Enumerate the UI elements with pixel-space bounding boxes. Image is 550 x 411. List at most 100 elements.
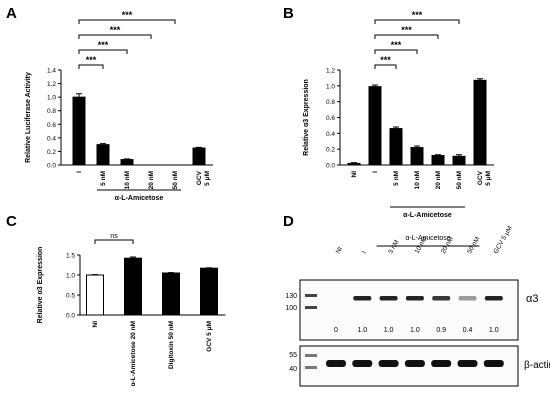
band-quantification: 1.0 bbox=[410, 327, 420, 334]
significance-label: ns bbox=[110, 233, 118, 240]
bar bbox=[120, 159, 134, 166]
significance-label: *** bbox=[86, 55, 97, 65]
bar bbox=[389, 128, 403, 166]
alpha3-band bbox=[353, 296, 372, 301]
significance-label: *** bbox=[380, 55, 391, 65]
beta-actin-band bbox=[378, 360, 399, 367]
significance-label: *** bbox=[391, 40, 402, 50]
x-tick-label: GCV bbox=[477, 170, 484, 185]
x-tick-label-line: 10 nM bbox=[414, 171, 421, 189]
y-tick-label: 0.2 bbox=[326, 147, 335, 154]
significance-bracket bbox=[78, 19, 176, 24]
group-label: α-L-Amicetose bbox=[115, 195, 164, 202]
x-tick-label-line: 50 nM bbox=[172, 171, 179, 189]
x-tick-label-line: GCV 5 μM bbox=[206, 321, 213, 352]
ladder-band bbox=[305, 366, 317, 369]
chart-b: 0.0 0.2 0.4 0.6 0.8 1.0 1.2 Relative α3 Express… bbox=[303, 10, 494, 219]
significance-bracket bbox=[374, 49, 418, 54]
ladder-marker: 40 bbox=[289, 366, 297, 373]
x-tick-label: I bbox=[372, 171, 379, 173]
panel-label-d: D bbox=[283, 213, 294, 230]
band-quantification: 0.4 bbox=[463, 327, 473, 334]
y-tick-label: 0.8 bbox=[47, 108, 56, 115]
x-tick-label: GCV 5 μM bbox=[206, 321, 213, 352]
x-tick-label: NI bbox=[351, 171, 358, 178]
bar bbox=[96, 144, 110, 166]
y-tick-label: 1.0 bbox=[326, 83, 335, 90]
x-tick-label: 5 nM bbox=[100, 171, 107, 186]
y-tick-label: 1.5 bbox=[66, 253, 75, 260]
ladder-marker: 100 bbox=[285, 305, 297, 312]
ladder-band bbox=[305, 354, 317, 357]
panel-label-c: C bbox=[6, 213, 17, 230]
lane-label: NI bbox=[335, 246, 344, 255]
y-tick-label: 1.2 bbox=[47, 81, 56, 88]
significance-bracket bbox=[374, 64, 397, 69]
band-quantification: 0 bbox=[334, 327, 338, 334]
panel-label-a: A bbox=[6, 5, 17, 22]
alpha3-band bbox=[432, 296, 451, 301]
bar bbox=[473, 79, 487, 166]
y-tick-label: 0.8 bbox=[326, 99, 335, 106]
y-tick-label: 0.4 bbox=[326, 131, 335, 138]
bar bbox=[162, 272, 180, 316]
lane-label: 50 nM bbox=[466, 236, 481, 255]
x-tick-label: α-L-Amicetose 20 nM bbox=[130, 321, 137, 386]
x-tick-label-line: I bbox=[76, 171, 83, 173]
x-tick-label: Digitoxin 50 nM bbox=[168, 321, 175, 369]
x-tick-label: 5 μM bbox=[204, 171, 211, 186]
group-label: α-L-Amicetose bbox=[403, 212, 452, 219]
x-tick-label-line: 10 nM bbox=[124, 171, 131, 189]
bar bbox=[431, 155, 445, 166]
y-tick-label: 0.2 bbox=[47, 149, 56, 156]
blot-target-label: α3 bbox=[526, 293, 538, 305]
bar bbox=[347, 162, 361, 166]
beta-actin-band bbox=[352, 360, 373, 367]
band-quantification: 1.0 bbox=[489, 327, 499, 334]
beta-actin-band bbox=[483, 360, 504, 367]
significance-label: *** bbox=[110, 25, 121, 35]
y-tick-label: 0.4 bbox=[47, 135, 56, 142]
alpha3-band bbox=[484, 296, 503, 301]
lane-label: GCV 5 μM bbox=[492, 225, 513, 255]
y-tick-label: 0.6 bbox=[47, 122, 56, 129]
bar bbox=[200, 267, 218, 316]
significance-bracket bbox=[374, 19, 460, 24]
x-tick-label-line: 5 nM bbox=[100, 171, 107, 186]
y-tick-label: 1.0 bbox=[66, 273, 75, 280]
lane-label: I bbox=[361, 250, 368, 255]
y-tick-label: 0.0 bbox=[66, 313, 75, 320]
significance-bracket bbox=[78, 34, 152, 39]
beta-actin-band bbox=[431, 360, 452, 367]
y-tick-label: 0.0 bbox=[326, 163, 335, 170]
panel-label-b: B bbox=[283, 5, 294, 22]
x-tick-label-line: 20 nM bbox=[435, 171, 442, 189]
y-tick-label: 0.5 bbox=[66, 293, 75, 300]
beta-actin-band bbox=[326, 360, 346, 367]
significance-label: *** bbox=[122, 10, 133, 20]
significance-bracket bbox=[78, 64, 104, 69]
x-tick-label: 10 nM bbox=[414, 171, 421, 189]
y-tick-label: 1.0 bbox=[47, 95, 56, 102]
bar bbox=[72, 96, 86, 166]
y-axis-label: Relative α3 Expression bbox=[303, 79, 310, 156]
x-tick-label: 50 nM bbox=[456, 171, 463, 189]
x-tick-label: GCV bbox=[196, 170, 203, 185]
blot-target-label: β-actin bbox=[524, 360, 550, 371]
x-tick-label: NI bbox=[92, 321, 99, 328]
beta-actin-band bbox=[404, 360, 425, 367]
significance-bracket bbox=[78, 49, 128, 54]
x-tick-label-line: 50 nM bbox=[456, 171, 463, 189]
alpha3-band bbox=[405, 296, 424, 301]
y-tick-label: 0.0 bbox=[47, 163, 56, 170]
alpha3-band bbox=[458, 296, 477, 301]
y-tick-label: 1.2 bbox=[326, 68, 335, 75]
significance-bracket bbox=[374, 34, 439, 39]
significance-label: *** bbox=[401, 25, 412, 35]
x-tick-label-line: 5 nM bbox=[393, 171, 400, 186]
x-tick-label-line: I bbox=[372, 171, 379, 173]
band-quantification: 1.0 bbox=[384, 327, 394, 334]
blot-membrane-top bbox=[299, 279, 519, 341]
